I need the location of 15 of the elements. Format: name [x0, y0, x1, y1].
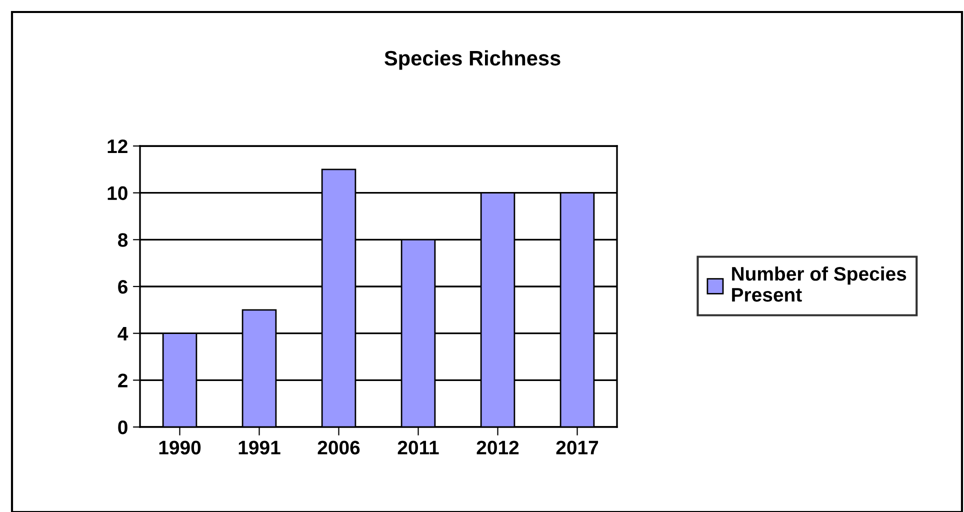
- x-tick-label: 2011: [398, 440, 439, 454]
- y-tick-label: 0: [118, 420, 128, 434]
- y-tick-label: 6: [118, 280, 128, 294]
- legend-label: Number of Species Present: [732, 266, 906, 302]
- x-tick-label: 1990: [159, 440, 201, 454]
- y-tick-label: 2: [118, 374, 128, 388]
- y-tick-label: 8: [118, 233, 128, 247]
- x-tick-label: 1991: [238, 440, 280, 454]
- x-tick-label: 2012: [476, 440, 519, 454]
- y-tick-label: 12: [108, 139, 128, 154]
- y-tick-label: 4: [118, 327, 128, 340]
- y-tick-label: 10: [108, 186, 128, 200]
- chart-title: Species Richness: [384, 50, 560, 70]
- x-tick-label: 2017: [556, 440, 598, 454]
- x-tick-label: 2006: [318, 440, 360, 454]
